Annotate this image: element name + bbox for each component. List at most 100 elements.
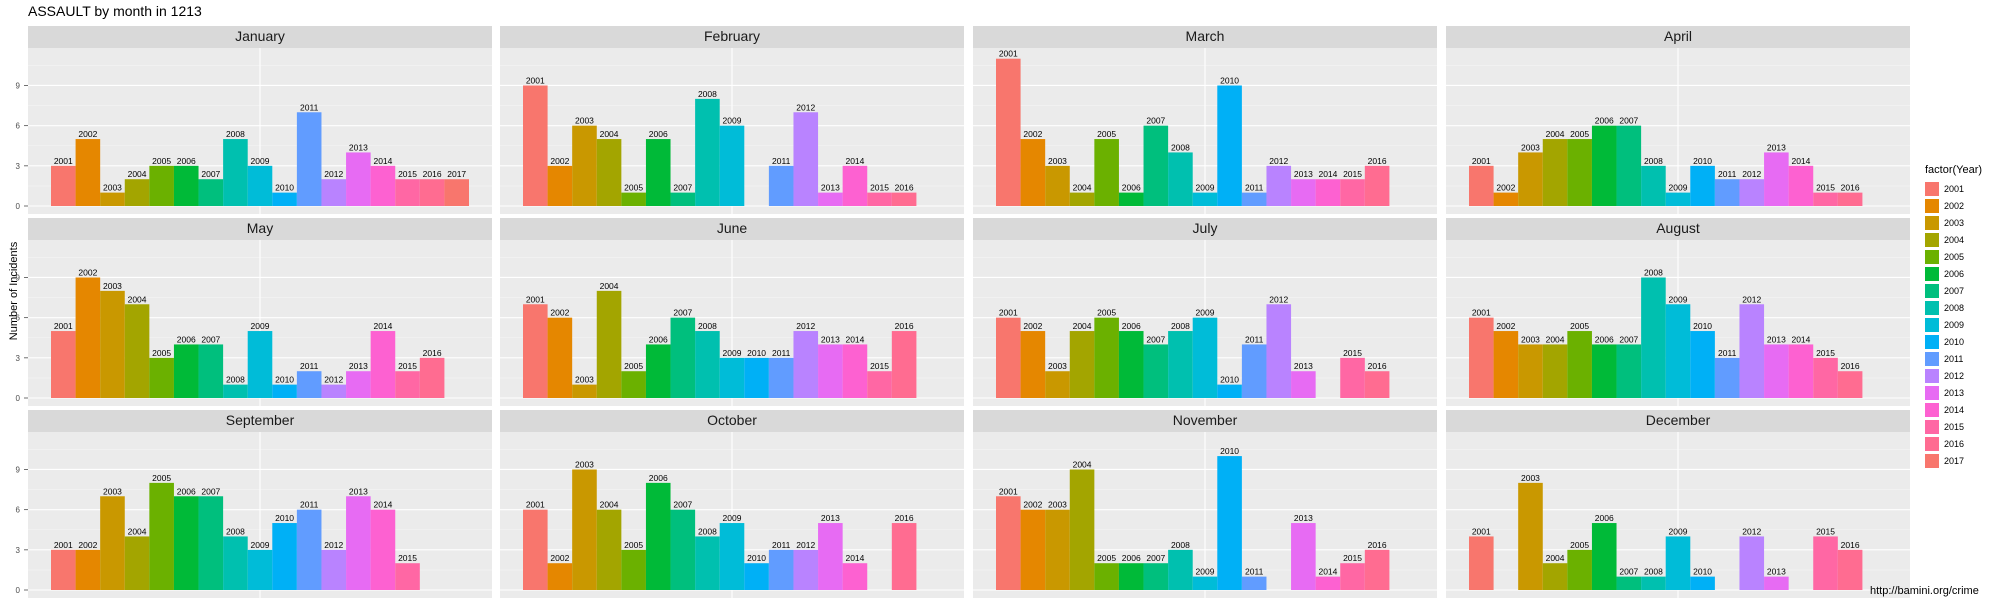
legend-item: 2017 [1925,452,1982,469]
bar-label: 2012 [1269,156,1288,166]
bar-2014 [1788,165,1814,206]
bar-2013 [1764,576,1789,590]
bar-2016 [419,357,445,398]
bar-2014 [370,509,396,590]
bar-2003 [1045,165,1070,206]
bar-label: 2012 [1742,526,1761,536]
bar-2004 [1069,192,1095,206]
y-tick-label: 3 [16,162,21,171]
bar-2009 [247,549,273,590]
facet-november: November 2001 2002 2003 2004 2005 2006 2007 2008… [973,410,1437,598]
bar-label: 2010 [275,183,294,193]
bar-label: 2001 [999,308,1018,318]
y-tick-label: 9 [16,273,21,282]
bar-label: 2006 [1595,116,1614,126]
bar-2006 [1591,344,1617,398]
bar-2004 [1069,469,1095,590]
bar-2016 [1837,371,1863,398]
bar-label: 2016 [1368,361,1387,371]
bar-label: 2001 [526,294,545,304]
bar-label: 2008 [698,89,717,99]
bar-label: 2012 [796,102,815,112]
legend-item: 2014 [1925,401,1982,418]
bar-label: 2014 [1318,567,1337,577]
legend-label: 2006 [1944,268,1965,279]
bar-2013 [1291,371,1316,398]
bar-label: 2002 [1496,321,1515,331]
bar-2015 [1340,563,1365,590]
bar-2015 [395,179,420,206]
bar-label: 2001 [526,75,545,85]
legend-key [1925,351,1939,366]
bar-label: 2015 [870,183,889,193]
bar-label: 2003 [575,459,594,469]
facet-july: July 2001 2002 2003 2004 2005 2006 2007 2008 2009… [973,218,1437,406]
bar-label: 2013 [821,513,840,523]
bar-2010 [744,357,769,398]
facet-strip [973,218,1437,240]
bar-label: 2015 [1343,553,1362,563]
bar-label: 2016 [1841,361,1860,371]
bar-2012 [321,384,347,398]
bar-label: 2014 [373,156,392,166]
bar-label: 2015 [1816,526,1835,536]
legend: factor(Year) 2001 2002 2003 2004 2005 2006 200… [1925,164,1982,469]
bar-label: 2002 [1023,129,1042,139]
y-tick-label: 6 [16,314,21,323]
bar-label: 2001 [999,49,1018,59]
bar-2011 [768,165,794,206]
legend-label: 2002 [1944,200,1965,211]
bar-label: 2003 [103,281,122,291]
bar-label: 2009 [251,540,270,550]
legend-label: 2017 [1944,455,1965,466]
bar-label: 2013 [1767,334,1786,344]
bar-label: 2003 [1521,334,1540,344]
bar-2008 [1168,549,1193,590]
legend-item: 2005 [1925,248,1982,265]
facet-march: March 2001 2002 2003 2004 2005 2006 2007 2008 200… [973,26,1437,214]
bar-label: 2001 [1472,526,1491,536]
bar-label: 2002 [1023,321,1042,331]
bar-label: 2014 [845,334,864,344]
bar-2007 [198,496,224,590]
bar-2002 [547,563,573,590]
bar-2004 [124,304,150,398]
facet-strip [973,410,1437,432]
bar-2015 [1340,357,1365,398]
bar-2005 [149,165,174,206]
bar-2002 [1493,331,1519,398]
y-tick-label: 6 [16,122,21,131]
bar-2005 [621,371,646,398]
bar-label: 2012 [324,169,343,179]
bar-label: 2012 [796,540,815,550]
bar-label: 2002 [550,308,569,318]
bar-label: 2014 [1318,169,1337,179]
bar-2011 [1714,179,1740,206]
bar-2009 [719,357,745,398]
legend-key [1925,436,1939,451]
bar-label: 2004 [1073,183,1092,193]
bar-2012 [1266,304,1292,398]
facet-strip-label: May [247,220,273,236]
bar-2016 [1364,165,1390,206]
bar-2004 [1542,344,1568,398]
bar-label: 2002 [1023,500,1042,510]
bar-label: 2002 [550,553,569,563]
bar-label: 2009 [1669,294,1688,304]
facet-strip-label: March [1186,28,1225,44]
bar-label: 2013 [1294,169,1313,179]
facet-august: August 2001 2002 2003 2004 2005 2006 2007 2008 20… [1446,218,1910,406]
bar-label: 2004 [1073,459,1092,469]
y-tick-label: 3 [16,354,21,363]
bar-label: 2006 [177,334,196,344]
bar-2003 [1045,371,1070,398]
bar-2004 [596,139,622,206]
legend-item: 2013 [1925,384,1982,401]
facet-strip [1446,218,1910,240]
bar-2003 [572,384,597,398]
bar-label: 2002 [78,540,97,550]
bar-label: 2010 [747,348,766,358]
bar-2015 [1813,192,1838,206]
bar-label: 2009 [251,156,270,166]
chart-title: ASSAULT by month in 1213 [28,3,202,19]
